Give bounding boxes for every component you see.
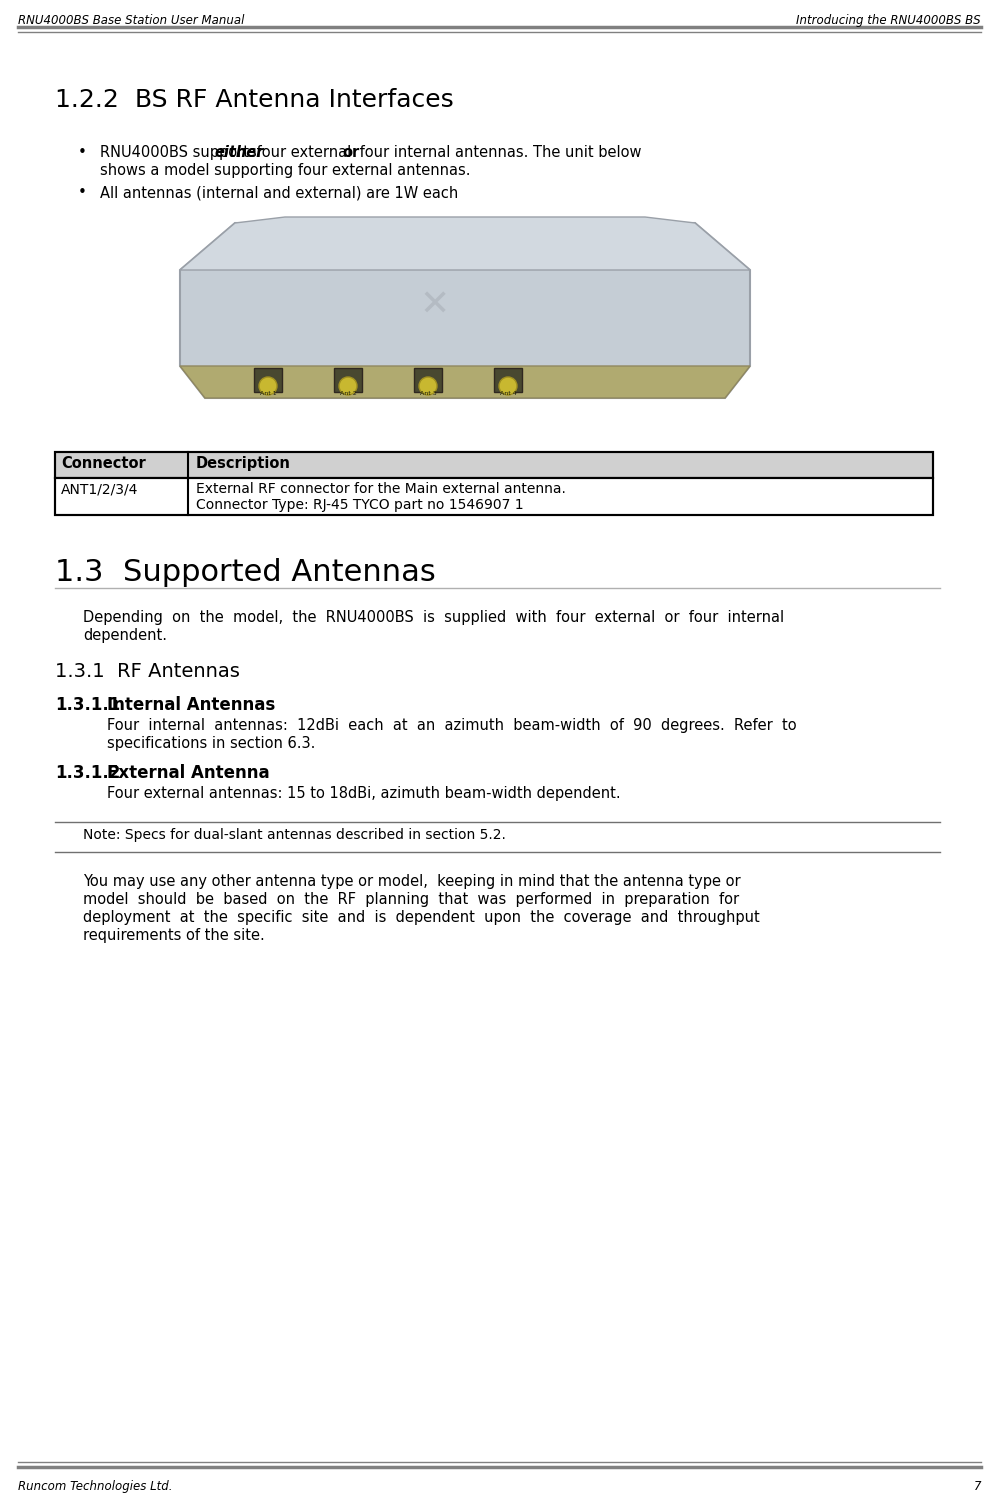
Text: You may use any other antenna type or model,  keeping in mind that the antenna t: You may use any other antenna type or mo… xyxy=(83,874,740,889)
Text: Ant 1: Ant 1 xyxy=(260,390,277,396)
Circle shape xyxy=(419,377,437,395)
Polygon shape xyxy=(254,368,282,392)
Text: Depending  on  the  model,  the  RNU4000BS  is  supplied  with  four  external  : Depending on the model, the RNU4000BS is… xyxy=(83,610,784,625)
Text: Internal Antennas: Internal Antennas xyxy=(107,696,276,714)
Text: External RF connector for the Main external antenna.: External RF connector for the Main exter… xyxy=(196,482,565,497)
Text: RNU4000BS Base Station User Manual: RNU4000BS Base Station User Manual xyxy=(18,13,245,27)
Text: either: either xyxy=(215,145,265,160)
Text: External Antenna: External Antenna xyxy=(107,764,270,782)
Text: All antennas (internal and external) are 1W each: All antennas (internal and external) are… xyxy=(100,186,459,200)
Text: dependent.: dependent. xyxy=(83,628,167,643)
Text: 7: 7 xyxy=(973,1480,981,1493)
Circle shape xyxy=(339,377,357,395)
Circle shape xyxy=(499,377,517,395)
Polygon shape xyxy=(494,368,522,392)
Text: four internal antennas. The unit below: four internal antennas. The unit below xyxy=(356,145,642,160)
Text: Connector: Connector xyxy=(61,456,146,471)
Text: 1.3.1.1: 1.3.1.1 xyxy=(55,696,120,714)
Text: 1.3  Supported Antennas: 1.3 Supported Antennas xyxy=(55,558,436,586)
Text: Connector Type: RJ-45 TYCO part no 1546907 1: Connector Type: RJ-45 TYCO part no 15469… xyxy=(196,498,523,512)
Polygon shape xyxy=(180,367,750,398)
Text: 1.2.2  BS RF Antenna Interfaces: 1.2.2 BS RF Antenna Interfaces xyxy=(55,88,454,112)
Text: •: • xyxy=(78,186,87,200)
Text: model  should  be  based  on  the  RF  planning  that  was  performed  in  prepa: model should be based on the RF planning… xyxy=(83,892,739,907)
Text: Four external antennas: 15 to 18dBi, azimuth beam-width dependent.: Four external antennas: 15 to 18dBi, azi… xyxy=(107,785,620,800)
Text: •: • xyxy=(78,145,87,160)
Text: specifications in section 6.3.: specifications in section 6.3. xyxy=(107,736,316,751)
Text: 1.3.1.2: 1.3.1.2 xyxy=(55,764,120,782)
Polygon shape xyxy=(55,479,933,515)
Text: ✕: ✕ xyxy=(420,289,451,323)
Text: deployment  at  the  specific  site  and  is  dependent  upon  the  coverage  an: deployment at the specific site and is d… xyxy=(83,910,760,925)
Text: Note: Specs for dual-slant antennas described in section 5.2.: Note: Specs for dual-slant antennas desc… xyxy=(83,827,505,842)
Circle shape xyxy=(259,377,277,395)
Text: four external: four external xyxy=(252,145,356,160)
Text: Ant 2: Ant 2 xyxy=(340,390,357,396)
Text: or: or xyxy=(343,145,360,160)
Polygon shape xyxy=(180,223,750,398)
Polygon shape xyxy=(334,368,362,392)
Text: requirements of the site.: requirements of the site. xyxy=(83,928,265,942)
Polygon shape xyxy=(55,452,933,479)
Polygon shape xyxy=(180,217,750,269)
Polygon shape xyxy=(414,368,442,392)
Text: shows a model supporting four external antennas.: shows a model supporting four external a… xyxy=(100,163,471,178)
Text: Ant 4: Ant 4 xyxy=(500,390,516,396)
Text: ANT1/2/3/4: ANT1/2/3/4 xyxy=(61,482,139,497)
Text: Description: Description xyxy=(196,456,291,471)
Text: Four  internal  antennas:  12dBi  each  at  an  azimuth  beam-width  of  90  deg: Four internal antennas: 12dBi each at an… xyxy=(107,718,796,733)
Text: Ant 3: Ant 3 xyxy=(420,390,437,396)
Text: RNU4000BS supports: RNU4000BS supports xyxy=(100,145,262,160)
Text: 1.3.1  RF Antennas: 1.3.1 RF Antennas xyxy=(55,663,240,681)
Text: Introducing the RNU4000BS BS: Introducing the RNU4000BS BS xyxy=(796,13,981,27)
Text: Runcom Technologies Ltd.: Runcom Technologies Ltd. xyxy=(18,1480,173,1493)
